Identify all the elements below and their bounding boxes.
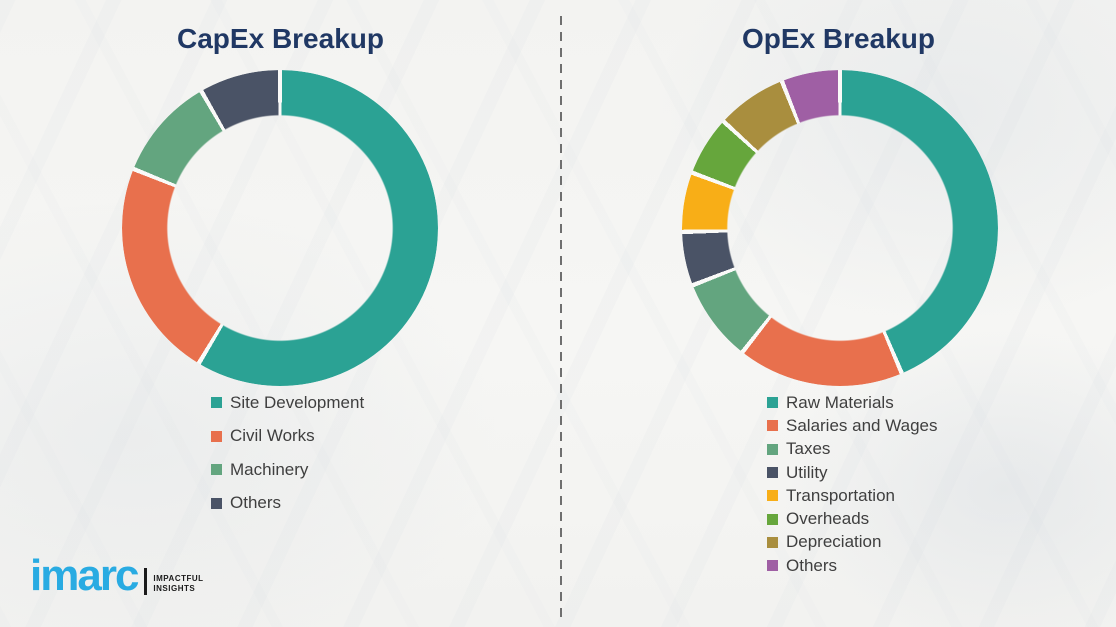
legend-swatch: [211, 397, 222, 409]
legend-label: Depreciation: [786, 532, 882, 552]
legend-swatch: [767, 467, 778, 479]
legend-label: Site Development: [230, 392, 365, 412]
legend-swatch: [211, 497, 222, 509]
opex-title: OpEx Breakup: [742, 23, 935, 54]
legend-label: Salaries and Wages: [786, 415, 938, 435]
legend-swatch: [211, 464, 222, 476]
legend-swatch: [767, 490, 778, 502]
legend-swatch: [767, 513, 778, 525]
legend-item: Depreciation: [767, 531, 938, 554]
legend-item: Others: [211, 487, 364, 521]
logo-tagline: IMPACTFUL INSIGHTS: [153, 574, 203, 593]
logo-tagline-line2: INSIGHTS: [153, 583, 196, 593]
legend-item: Transportation: [767, 484, 938, 507]
logo-divider-bar: [144, 568, 148, 596]
legend-item: Machinery: [211, 453, 364, 487]
imarc-logo-text: imarc: [30, 551, 139, 600]
divider-dashed-line: [560, 16, 562, 620]
capex-legend: Site Development Civil Works Machinery Othe…: [211, 386, 364, 520]
legend-item: Overheads: [767, 507, 938, 530]
legend-label: Civil Works: [230, 426, 315, 446]
legend-swatch: [767, 397, 778, 409]
opex-legend: Raw Materials Salaries and Wages Taxes Util…: [767, 391, 938, 577]
legend-swatch: [767, 536, 778, 548]
legend-item: Others: [767, 554, 938, 577]
legend-label: Transportation: [786, 485, 895, 505]
legend-item: Utility: [767, 461, 938, 484]
legend-item: Raw Materials: [767, 391, 938, 414]
imarc-logo: imarc IMPACTFUL INSIGHTS: [30, 551, 204, 600]
capex-title: CapEx Breakup: [177, 23, 384, 54]
logo-tagline-line1: IMPACTFUL: [153, 574, 204, 584]
legend-item: Salaries and Wages: [767, 414, 938, 437]
capex-donut-chart: [122, 70, 438, 386]
legend-swatch: [767, 420, 778, 432]
legend-label: Others: [786, 555, 838, 575]
legend-label: Machinery: [230, 459, 309, 479]
legend-swatch: [767, 443, 778, 455]
opex-donut-chart: [682, 70, 998, 386]
legend-label: Others: [230, 493, 282, 513]
legend-label: Overheads: [786, 509, 870, 529]
legend-label: Raw Materials: [786, 392, 894, 412]
legend-swatch: [767, 560, 778, 572]
legend-item: Site Development: [211, 386, 364, 420]
legend-label: Utility: [786, 462, 828, 482]
legend-label: Taxes: [786, 439, 831, 459]
legend-item: Taxes: [767, 438, 938, 461]
legend-item: Civil Works: [211, 420, 364, 454]
legend-swatch: [211, 430, 222, 442]
